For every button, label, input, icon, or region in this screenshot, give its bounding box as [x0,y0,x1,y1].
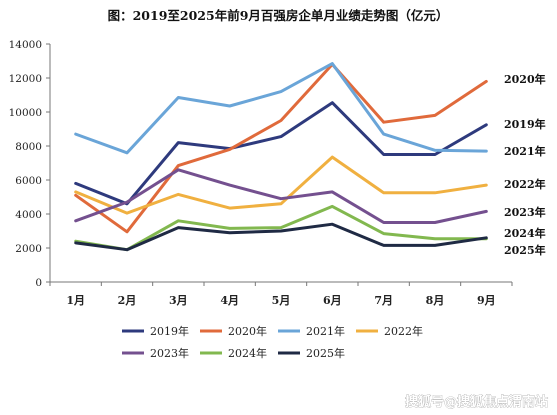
legend-item-2022年: 2022年 [356,324,423,338]
legend-item-2023年: 2023年 [122,346,189,360]
end-label-2023年: 2023年 [504,205,546,219]
y-tick-label: 0 [35,277,42,289]
x-tick-label: 2月 [118,294,137,307]
legend-item-2025年: 2025年 [278,346,345,360]
x-tick-label: 9月 [477,294,496,307]
x-tick-label: 3月 [169,294,188,307]
series-end-labels: 2019年 2020年 2021年 2022年 2023年 2024年 2025年 [504,72,546,257]
end-label-2024年: 2024年 [504,226,546,240]
series-line-2024年 [74,204,488,252]
series-line-2023年 [74,168,488,224]
x-tick-label: 8月 [426,294,445,307]
series-line-2021年 [74,62,488,155]
y-tick-label: 4000 [15,209,42,221]
legend-label: 2022年 [384,324,423,338]
legend-item-2024年: 2024年 [200,346,267,360]
y-tick-label: 6000 [15,175,42,187]
y-tick-labels: 0 2000 4000 6000 8000 10000 12000 14000 [9,39,50,289]
y-tick-label: 2000 [15,243,42,255]
legend-label: 2019年 [150,324,189,338]
y-tick-label: 12000 [9,73,42,85]
end-label-2022年: 2022年 [504,177,546,191]
end-label-2020年: 2020年 [504,72,546,86]
legend-label: 2024年 [228,346,267,360]
y-tick-label: 8000 [15,141,42,153]
chart-title: 图：2019至2025年前9月百强房企单月业绩走势图（亿元） [108,8,449,23]
series-line-2020年 [74,62,488,234]
legend-label: 2020年 [228,324,267,338]
series-line-2025年 [74,222,488,252]
legend-item-2019年: 2019年 [122,324,189,338]
series-line-2022年 [74,155,488,215]
y-tick-label: 10000 [9,107,42,119]
watermark: 搜狐号@搜狐焦点渭南站 [405,394,548,410]
legend-item-2021年: 2021年 [278,324,345,338]
y-tick-label: 14000 [9,39,42,51]
end-label-2021年: 2021年 [504,144,546,158]
legend-item-2020年: 2020年 [200,324,267,338]
x-tick-label: 5月 [272,294,291,307]
end-label-2025年: 2025年 [504,243,546,257]
legend-label: 2021年 [306,324,345,338]
legend-label: 2025年 [306,346,345,360]
legend: 2019年 2020年 2021年 2022年 2023年 2024年 2025年 [122,324,423,360]
x-tick-label: 1月 [66,294,85,307]
y-axis: 0 2000 4000 6000 8000 10000 12000 14000 [9,39,51,289]
x-tick-label: 4月 [220,294,239,307]
series-line-2019年 [74,101,488,206]
x-axis: 1月 2月 3月 4月 5月 6月 7月 8月 9月 [49,281,513,307]
series-lines [74,62,488,252]
legend-label: 2023年 [150,346,189,360]
end-label-2019年: 2019年 [504,117,546,131]
x-tick-label: 7月 [374,294,393,307]
x-tick-labels: 1月 2月 3月 4月 5月 6月 7月 8月 9月 [49,282,513,307]
x-tick-label: 6月 [323,294,342,307]
